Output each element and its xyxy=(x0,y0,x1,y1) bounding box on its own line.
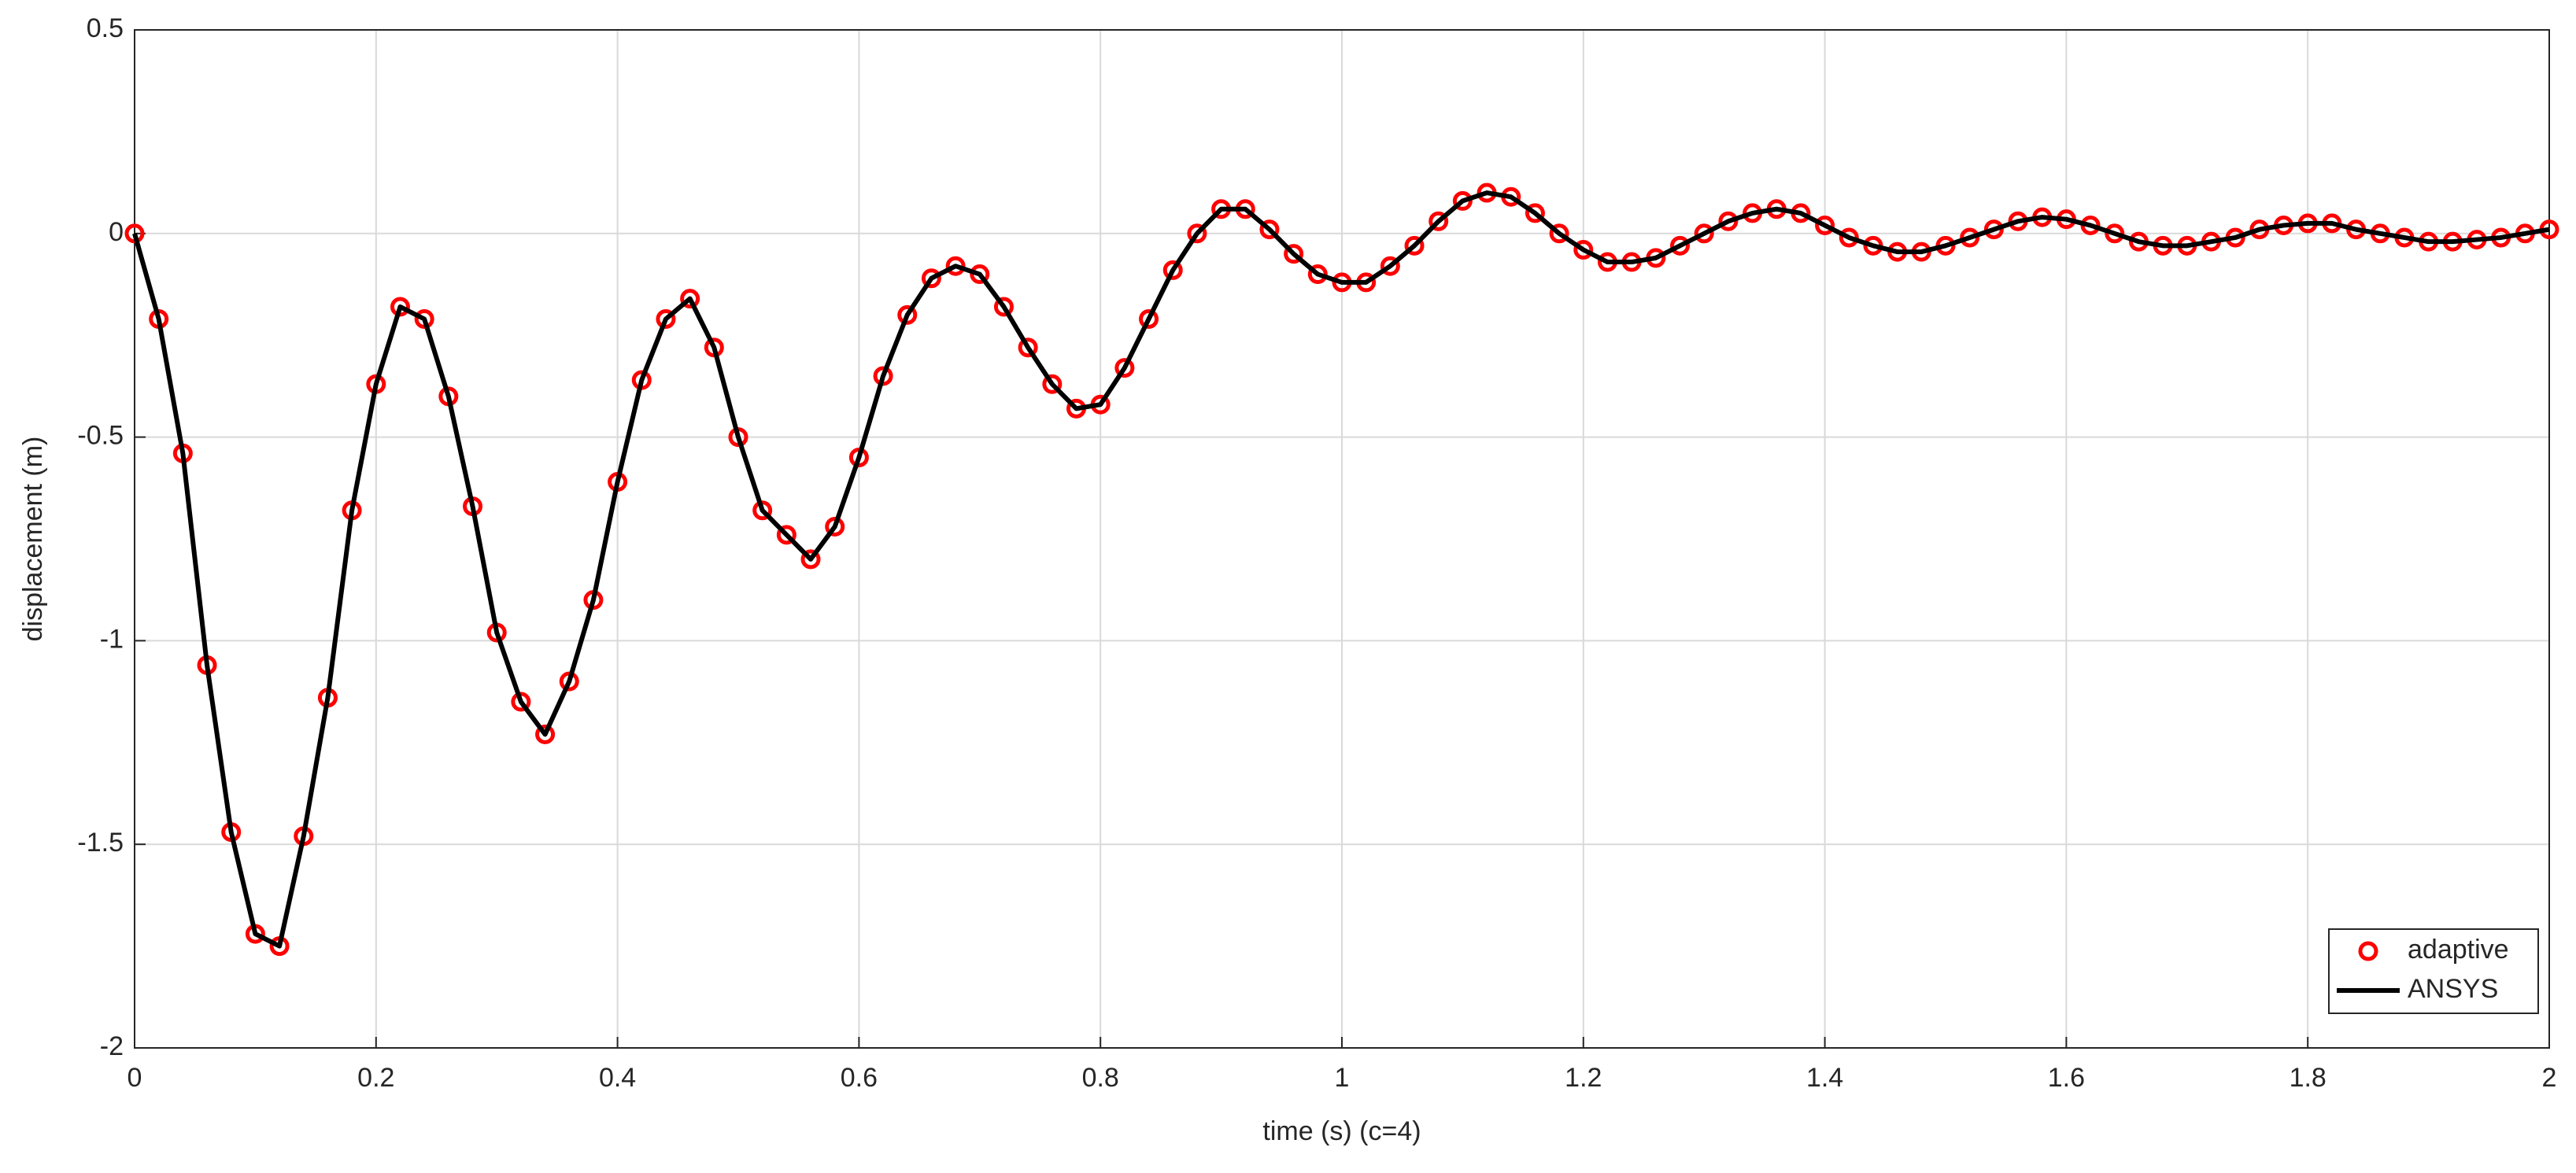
legend-marker xyxy=(2358,941,2378,961)
y-tick-label: -2 xyxy=(100,1031,124,1061)
x-tick-label: 1.4 xyxy=(1806,1063,1843,1093)
marker xyxy=(535,724,556,744)
x-tick-label: 2 xyxy=(2542,1063,2557,1093)
marker xyxy=(1960,227,1980,248)
x-tick-label: 0.6 xyxy=(841,1063,878,1093)
marker xyxy=(1162,260,1183,280)
x-tick-label: 1 xyxy=(1335,1063,1350,1093)
marker xyxy=(993,297,1014,317)
marker xyxy=(1380,256,1400,276)
y-tick-label: 0.5 xyxy=(87,13,124,43)
marker xyxy=(1549,223,1569,244)
legend-label: ANSYS xyxy=(2408,974,2498,1004)
marker xyxy=(680,289,700,309)
x-tick-label: 1.6 xyxy=(2048,1063,2085,1093)
marker xyxy=(1307,264,1328,285)
y-axis-label: displacement (m) xyxy=(18,437,48,642)
marker xyxy=(1815,215,1835,235)
x-tick-label: 0.4 xyxy=(599,1063,636,1093)
y-tick-label: -0.5 xyxy=(77,421,124,451)
marker xyxy=(1573,240,1594,260)
axes-box xyxy=(134,29,2550,1049)
x-tick-label: 0.2 xyxy=(357,1063,394,1093)
marker xyxy=(2105,223,2125,244)
line xyxy=(132,190,2550,949)
x-tick-label: 1.8 xyxy=(2290,1063,2327,1093)
x-tick-label: 0.8 xyxy=(1082,1063,1119,1093)
marker xyxy=(1839,227,1859,248)
legend-label: adaptive xyxy=(2408,935,2509,965)
marker xyxy=(1525,203,1545,223)
marker xyxy=(656,308,676,329)
marker xyxy=(511,692,531,712)
marker xyxy=(1187,223,1207,244)
y-tick-label: 0 xyxy=(109,217,124,247)
marker xyxy=(752,500,773,521)
marker xyxy=(1670,235,1691,256)
marker xyxy=(1284,244,1304,264)
marker xyxy=(921,268,941,289)
marker xyxy=(1259,219,1280,240)
marker xyxy=(1404,235,1425,256)
marker xyxy=(1114,358,1135,378)
marker xyxy=(1139,308,1159,329)
marker xyxy=(1718,211,1739,231)
marker xyxy=(776,525,796,545)
x-axis-label: time (s) (c=4) xyxy=(1262,1116,1421,1146)
marker xyxy=(897,304,918,325)
marker xyxy=(1983,219,2004,240)
y-tick-label: -1 xyxy=(100,624,124,654)
marker xyxy=(1452,190,1473,211)
marker xyxy=(945,256,966,276)
marker xyxy=(800,549,821,570)
marker xyxy=(1018,338,1038,358)
marker xyxy=(1042,374,1063,394)
marker xyxy=(1428,211,1449,231)
marker xyxy=(1694,223,1714,244)
marker xyxy=(825,516,845,537)
y-tick-label: -1.5 xyxy=(77,828,124,858)
x-tick-label: 1.2 xyxy=(1565,1063,1602,1093)
x-tick-label: 0 xyxy=(128,1063,142,1093)
marker xyxy=(970,264,990,285)
